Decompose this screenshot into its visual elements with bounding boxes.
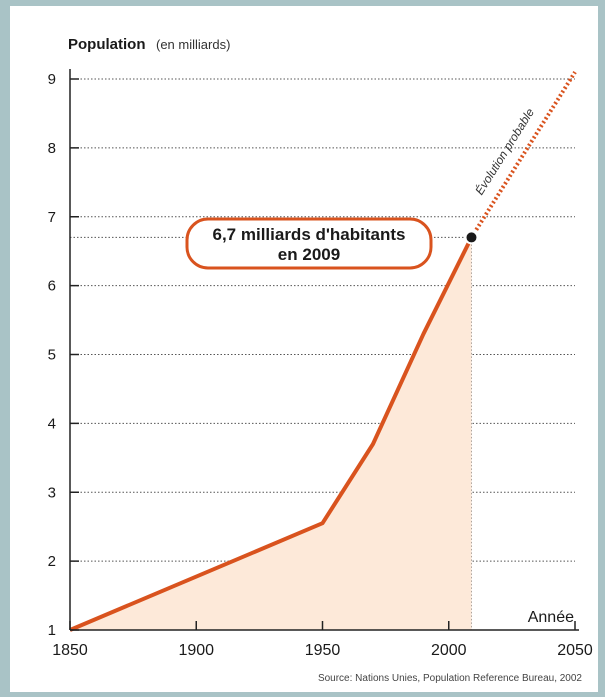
y-tick-label-7: 7 <box>48 209 56 226</box>
x-axis-label: Année <box>528 609 574 626</box>
data-marker-2009 <box>464 230 479 245</box>
population-line <box>69 236 474 632</box>
chart-title-unit: (en milliards) <box>156 37 230 52</box>
y-tick-label-6: 6 <box>48 278 56 295</box>
x-tick-label-2050: 2050 <box>557 642 593 659</box>
area-fill <box>70 237 472 630</box>
annotation-line-1: 6,7 milliards d'habitants <box>213 225 406 244</box>
x-tick-label-1900: 1900 <box>178 642 214 659</box>
x-tick-label-1850: 1850 <box>52 642 88 659</box>
population-chart: 1 2 3 4 5 6 7 8 9 1850 1900 1950 2000 2050 Population… <box>48 36 593 684</box>
annotation-line-2: en 2009 <box>278 245 340 264</box>
chart-title: Population <box>68 36 146 53</box>
y-tick-label-1: 1 <box>48 622 56 639</box>
y-tick-label-8: 8 <box>48 140 56 157</box>
x-tick-label-1950: 1950 <box>305 642 341 659</box>
x-tick-label-2000: 2000 <box>431 642 467 659</box>
y-tick-label-3: 3 <box>48 484 56 501</box>
y-tick-label-4: 4 <box>48 415 56 432</box>
source-note: Source: Nations Unies, Population Refere… <box>318 673 582 684</box>
annotation-callout: 6,7 milliards d'habitants en 2009 <box>185 217 433 270</box>
y-tick-label-2: 2 <box>48 553 56 570</box>
axes-layer <box>69 69 579 631</box>
y-tick-label-5: 5 <box>48 347 56 364</box>
y-tick-label-9: 9 <box>48 71 56 88</box>
projection-line <box>469 71 577 239</box>
chart-frame: 1 2 3 4 5 6 7 8 9 1850 1900 1950 2000 2050 Population… <box>10 6 598 692</box>
annotation-box <box>185 217 433 270</box>
label-layer: 1 2 3 4 5 6 7 8 9 1850 1900 1950 2000 2050 <box>48 71 593 659</box>
